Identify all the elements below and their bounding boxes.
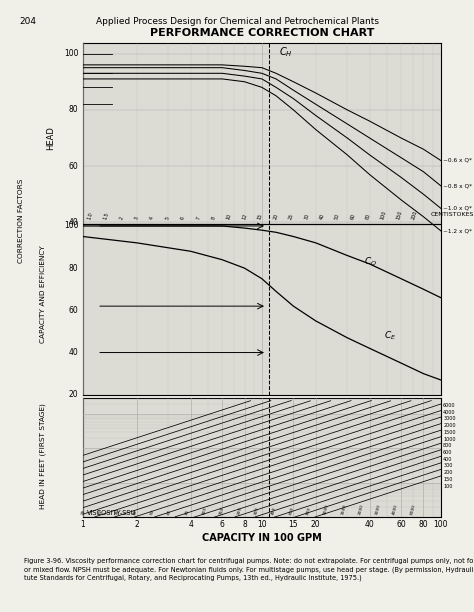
Text: 600: 600 — [289, 506, 294, 515]
Title: PERFORMANCE CORRECTION CHART: PERFORMANCE CORRECTION CHART — [150, 28, 374, 38]
Text: 400: 400 — [271, 506, 277, 515]
Text: 5: 5 — [165, 216, 171, 220]
Text: 40: 40 — [319, 213, 326, 220]
Text: 2000: 2000 — [357, 504, 365, 515]
Text: 10: 10 — [226, 213, 233, 220]
Text: 31: 31 — [98, 509, 103, 515]
Text: HEAD: HEAD — [46, 126, 55, 150]
Text: 100: 100 — [201, 506, 208, 515]
Text: 3000: 3000 — [443, 416, 456, 422]
Text: 6: 6 — [180, 216, 186, 220]
Text: 800: 800 — [306, 506, 312, 515]
Text: 300: 300 — [254, 506, 260, 515]
Text: 1000: 1000 — [443, 436, 456, 441]
Text: 15: 15 — [257, 213, 264, 220]
Text: 20: 20 — [273, 213, 279, 220]
Text: CENTISTOKES: CENTISTOKES — [431, 212, 474, 217]
Text: 6000: 6000 — [443, 403, 456, 408]
Text: 4000: 4000 — [392, 504, 399, 515]
Text: 4: 4 — [149, 216, 155, 220]
Text: 200: 200 — [411, 210, 419, 220]
Text: 60: 60 — [69, 306, 78, 315]
Text: 8: 8 — [211, 216, 217, 220]
Text: 800: 800 — [443, 443, 453, 448]
Text: 50: 50 — [150, 509, 155, 515]
Text: Figure 3-96. Viscosity performance correction chart for centrifugal pumps. Note:: Figure 3-96. Viscosity performance corre… — [24, 558, 474, 581]
Text: 60: 60 — [69, 162, 78, 171]
Text: 150: 150 — [219, 506, 225, 515]
Text: HEAD IN FEET (FIRST STAGE): HEAD IN FEET (FIRST STAGE) — [39, 403, 46, 509]
Text: 150: 150 — [443, 477, 453, 482]
Text: 7: 7 — [196, 216, 201, 220]
Text: $C_H$: $C_H$ — [279, 45, 293, 59]
Text: 100: 100 — [64, 222, 78, 231]
Text: 200: 200 — [237, 506, 242, 515]
Text: 60: 60 — [167, 509, 173, 515]
Text: 1.5: 1.5 — [102, 212, 109, 220]
Text: 200: 200 — [443, 470, 453, 475]
Text: ~1.0 x Q*: ~1.0 x Q* — [443, 206, 472, 211]
Text: 300: 300 — [443, 463, 453, 468]
Text: ~0.6 x Q*: ~0.6 x Q* — [443, 158, 472, 163]
Text: Applied Process Design for Chemical and Petrochemical Plants: Applied Process Design for Chemical and … — [95, 17, 379, 26]
Text: 2: 2 — [118, 216, 124, 220]
X-axis label: CAPACITY IN 100 GPM: CAPACITY IN 100 GPM — [202, 533, 322, 543]
Text: ~1.2 x Q*: ~1.2 x Q* — [443, 228, 472, 233]
Text: 600: 600 — [443, 450, 453, 455]
Text: 12: 12 — [242, 213, 248, 220]
Text: 60: 60 — [350, 213, 356, 220]
Text: 4000: 4000 — [443, 409, 456, 415]
Text: 3: 3 — [134, 216, 139, 220]
Text: 204: 204 — [19, 17, 36, 26]
Text: 29: 29 — [80, 509, 86, 515]
Text: CAPACITY AND EFFICIENCY: CAPACITY AND EFFICIENCY — [40, 245, 46, 343]
Text: 80: 80 — [184, 509, 190, 515]
Text: 6000: 6000 — [410, 504, 417, 515]
Text: 1500: 1500 — [340, 503, 347, 515]
Text: 80: 80 — [69, 264, 78, 273]
Text: 150: 150 — [396, 210, 403, 220]
Text: 3000: 3000 — [375, 504, 382, 515]
Text: 2000: 2000 — [443, 423, 456, 428]
Text: 20: 20 — [69, 390, 78, 399]
Text: 1.0: 1.0 — [87, 212, 94, 220]
Text: VISCOSITY-SSU: VISCOSITY-SSU — [87, 510, 136, 516]
Text: 40: 40 — [69, 348, 78, 357]
Text: 100: 100 — [380, 210, 388, 220]
Text: $C_E$: $C_E$ — [384, 329, 396, 342]
Text: 1500: 1500 — [443, 430, 456, 435]
Text: 50: 50 — [334, 213, 341, 220]
Text: 35: 35 — [115, 509, 120, 515]
Text: 40: 40 — [132, 509, 138, 515]
Text: 30: 30 — [303, 213, 310, 220]
Text: ~0.8 x Q*: ~0.8 x Q* — [443, 184, 472, 188]
Text: 1000: 1000 — [323, 504, 329, 515]
Text: 100: 100 — [64, 49, 78, 58]
Text: 25: 25 — [288, 213, 294, 220]
Text: CORRECTION FACTORS: CORRECTION FACTORS — [18, 178, 24, 263]
Text: 100: 100 — [443, 483, 453, 488]
Text: 40: 40 — [69, 218, 78, 227]
Text: 400: 400 — [443, 457, 453, 461]
Text: $C_Q$: $C_Q$ — [364, 255, 377, 268]
Text: 80: 80 — [69, 105, 78, 114]
Text: 80: 80 — [365, 213, 372, 220]
